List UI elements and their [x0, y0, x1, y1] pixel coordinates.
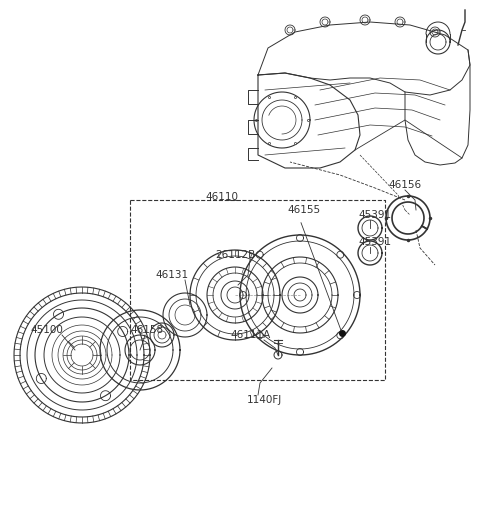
- Text: 46158: 46158: [130, 325, 163, 335]
- Polygon shape: [386, 196, 430, 240]
- Text: 46131: 46131: [155, 270, 188, 280]
- Text: 46110: 46110: [205, 192, 238, 202]
- Text: 46111A: 46111A: [230, 330, 270, 340]
- Text: 26112B: 26112B: [215, 250, 255, 260]
- Text: 45391: 45391: [358, 210, 391, 220]
- Text: 46156: 46156: [388, 180, 421, 190]
- Text: 45391: 45391: [358, 237, 391, 247]
- Text: 45100: 45100: [30, 325, 63, 335]
- Text: 46155: 46155: [287, 205, 320, 215]
- Text: 1140FJ: 1140FJ: [247, 395, 282, 405]
